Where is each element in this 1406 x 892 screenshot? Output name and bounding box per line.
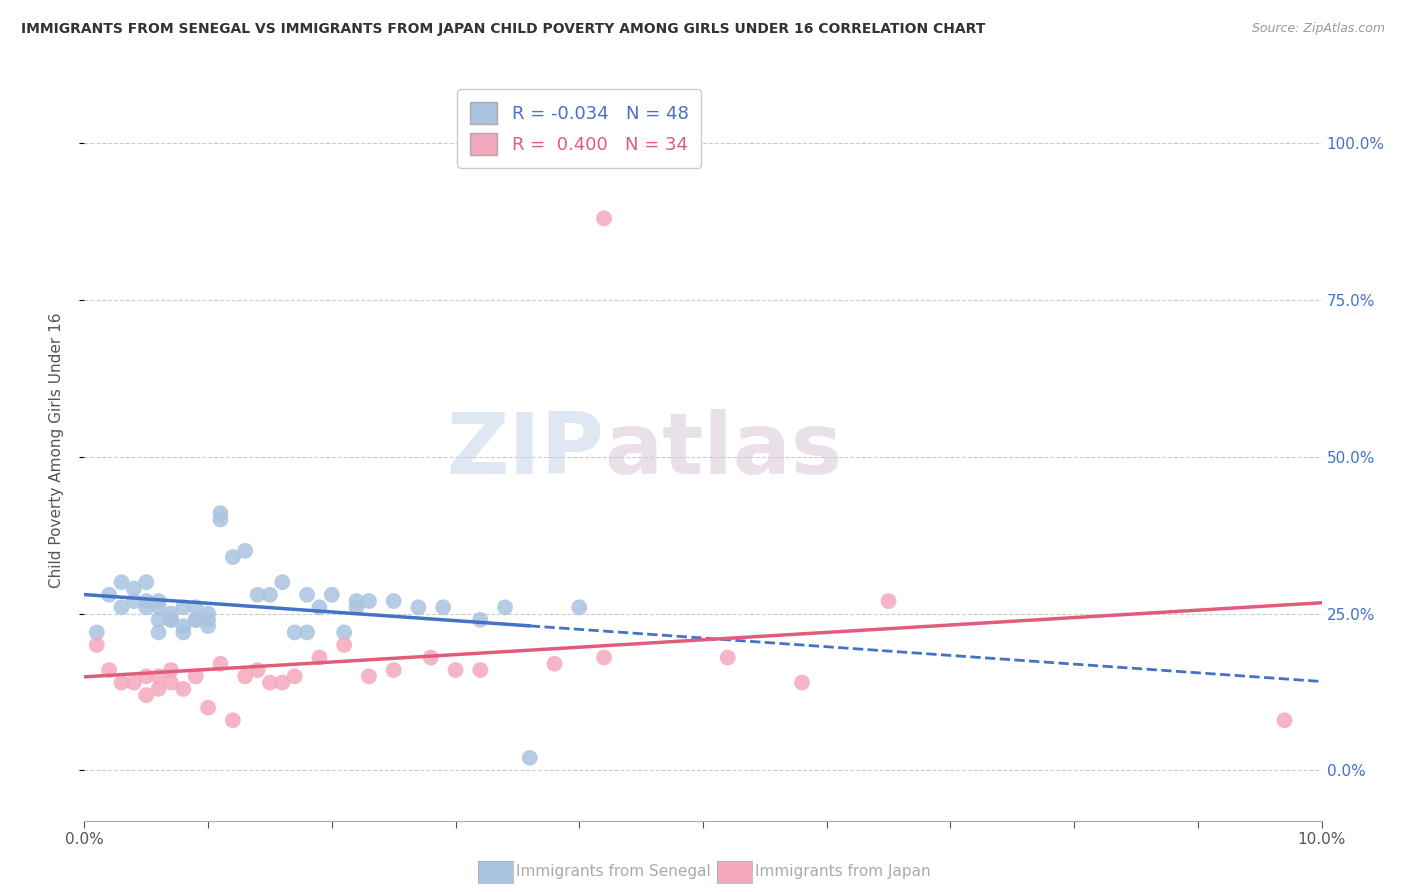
Point	[184, 600, 207, 615]
Point	[346, 600, 368, 615]
Point	[357, 669, 380, 683]
Point	[321, 588, 343, 602]
Point	[271, 675, 294, 690]
Point	[271, 575, 294, 590]
Point	[568, 600, 591, 615]
Point	[209, 506, 232, 520]
Text: IMMIGRANTS FROM SENEGAL VS IMMIGRANTS FROM JAPAN CHILD POVERTY AMONG GIRLS UNDER: IMMIGRANTS FROM SENEGAL VS IMMIGRANTS FR…	[21, 22, 986, 37]
Point	[593, 650, 616, 665]
Y-axis label: Child Poverty Among Girls Under 16: Child Poverty Among Girls Under 16	[49, 313, 63, 588]
Legend: R = -0.034   N = 48, R =  0.400   N = 34: R = -0.034 N = 48, R = 0.400 N = 34	[457, 89, 702, 168]
Point	[148, 600, 170, 615]
Point	[160, 613, 183, 627]
Point	[197, 619, 219, 633]
Point	[357, 594, 380, 608]
Point	[184, 613, 207, 627]
Point	[790, 675, 813, 690]
Point	[135, 669, 157, 683]
Point	[222, 550, 245, 565]
Point	[284, 669, 307, 683]
Point	[543, 657, 565, 671]
Point	[444, 663, 467, 677]
Point	[233, 669, 256, 683]
Point	[86, 638, 108, 652]
Text: atlas: atlas	[605, 409, 842, 492]
Text: ZIP: ZIP	[446, 409, 605, 492]
Text: Source: ZipAtlas.com: Source: ZipAtlas.com	[1251, 22, 1385, 36]
Point	[160, 613, 183, 627]
Point	[110, 575, 132, 590]
Point	[259, 675, 281, 690]
Point	[184, 613, 207, 627]
Point	[382, 594, 405, 608]
Point	[160, 663, 183, 677]
Point	[1274, 713, 1296, 727]
Point	[148, 613, 170, 627]
Point	[246, 663, 269, 677]
Point	[86, 625, 108, 640]
Point	[160, 607, 183, 621]
Point	[148, 681, 170, 696]
Point	[295, 625, 318, 640]
Point	[408, 600, 430, 615]
Point	[209, 512, 232, 526]
Point	[519, 751, 541, 765]
Point	[148, 669, 170, 683]
Point	[333, 638, 356, 652]
Point	[148, 594, 170, 608]
Point	[122, 675, 145, 690]
Point	[110, 675, 132, 690]
Point	[197, 607, 219, 621]
Point	[148, 625, 170, 640]
Point	[222, 713, 245, 727]
Point	[172, 600, 194, 615]
Point	[308, 650, 330, 665]
Point	[246, 588, 269, 602]
Point	[382, 663, 405, 677]
Point	[110, 600, 132, 615]
Point	[98, 588, 121, 602]
Point	[172, 619, 194, 633]
Point	[135, 600, 157, 615]
Point	[135, 575, 157, 590]
Point	[284, 625, 307, 640]
Point	[209, 657, 232, 671]
Point	[184, 669, 207, 683]
Point	[135, 688, 157, 702]
Point	[197, 700, 219, 714]
Point	[197, 613, 219, 627]
Text: Immigrants from Japan: Immigrants from Japan	[755, 864, 931, 879]
Point	[717, 650, 740, 665]
Point	[494, 600, 516, 615]
Point	[295, 588, 318, 602]
Point	[172, 625, 194, 640]
Point	[308, 600, 330, 615]
Point	[419, 650, 441, 665]
Point	[593, 211, 616, 226]
Point	[233, 544, 256, 558]
Point	[135, 594, 157, 608]
Point	[470, 663, 492, 677]
Point	[160, 675, 183, 690]
Point	[122, 594, 145, 608]
Point	[98, 663, 121, 677]
Text: Immigrants from Senegal: Immigrants from Senegal	[516, 864, 711, 879]
Point	[877, 594, 900, 608]
Point	[470, 613, 492, 627]
Point	[259, 588, 281, 602]
Point	[346, 594, 368, 608]
Point	[172, 681, 194, 696]
Point	[432, 600, 454, 615]
Point	[122, 582, 145, 596]
Point	[333, 625, 356, 640]
